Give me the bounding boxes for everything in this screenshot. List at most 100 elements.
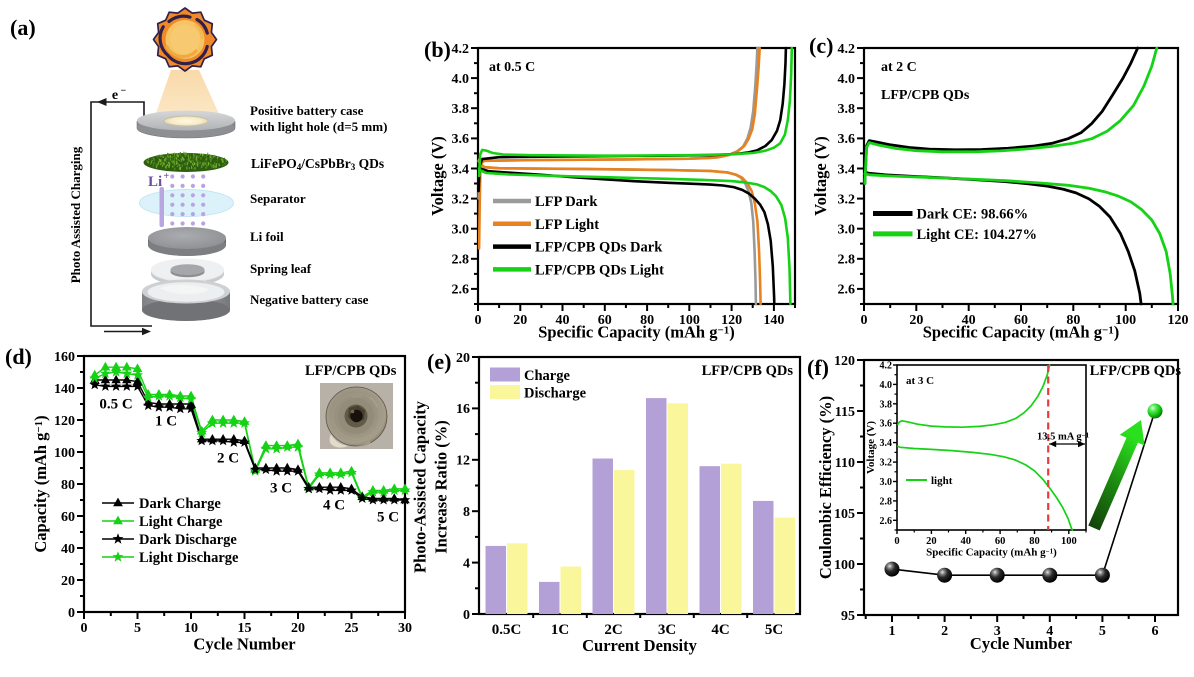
svg-text:0.5C: 0.5C <box>492 622 522 638</box>
svg-text:LFP/CPB QDs Dark: LFP/CPB QDs Dark <box>535 240 663 256</box>
svg-text:3.6: 3.6 <box>838 132 856 147</box>
svg-text:LFP/CPB QDs Light: LFP/CPB QDs Light <box>535 262 664 278</box>
svg-text:3.6: 3.6 <box>452 132 470 147</box>
svg-text:Increase Ratio (%): Increase Ratio (%) <box>432 420 451 554</box>
svg-text:5: 5 <box>1099 624 1106 639</box>
svg-text:105: 105 <box>834 507 855 522</box>
svg-text:40: 40 <box>960 536 971 547</box>
svg-text:Negative battery case: Negative battery case <box>250 292 369 307</box>
svg-text:140: 140 <box>763 313 784 328</box>
svg-text:LFP/CPB QDs: LFP/CPB QDs <box>1090 363 1182 379</box>
svg-text:light: light <box>931 475 953 487</box>
svg-text:Photo Assisted Charging: Photo Assisted Charging <box>68 146 83 283</box>
svg-text:100: 100 <box>834 558 855 573</box>
svg-text:(f): (f) <box>807 355 829 380</box>
svg-text:Positive battery case: Positive battery case <box>250 103 364 118</box>
svg-text:Light Discharge: Light Discharge <box>139 550 239 566</box>
svg-text:LFP Light: LFP Light <box>535 217 599 233</box>
svg-text:LFP/CPB QDs: LFP/CPB QDs <box>881 88 970 103</box>
svg-text:5 C: 5 C <box>377 510 399 526</box>
svg-text:5: 5 <box>134 621 141 636</box>
svg-text:Voltage (V): Voltage (V) <box>811 136 830 216</box>
svg-text:Specific Capacity (mAh g−1): Specific Capacity (mAh g−1) <box>538 323 734 342</box>
svg-text:60: 60 <box>995 536 1006 547</box>
svg-text:Li foil: Li foil <box>250 229 284 244</box>
svg-text:3.4: 3.4 <box>880 438 893 449</box>
svg-text:Cycle Number: Cycle Number <box>193 635 295 654</box>
svg-text:120: 120 <box>834 354 855 369</box>
svg-text:20: 20 <box>513 313 527 328</box>
svg-text:0: 0 <box>68 606 75 621</box>
svg-text:3.8: 3.8 <box>838 102 856 117</box>
svg-text:Dark CE: 98.66%: Dark CE: 98.66% <box>917 207 1029 223</box>
svg-text:4C: 4C <box>711 622 729 638</box>
svg-text:3.6: 3.6 <box>880 419 893 430</box>
svg-text:0: 0 <box>463 608 470 623</box>
svg-text:e: e <box>112 88 118 103</box>
svg-text:(a): (a) <box>10 15 36 40</box>
svg-text:(c): (c) <box>809 33 833 58</box>
svg-text:3.8: 3.8 <box>880 399 893 410</box>
svg-text:with light hole (d=5 mm): with light hole (d=5 mm) <box>250 119 387 134</box>
svg-text:0.5 C: 0.5 C <box>99 397 132 413</box>
svg-text:20: 20 <box>61 574 75 589</box>
svg-text:3.0: 3.0 <box>838 223 856 238</box>
svg-text:LFP Dark: LFP Dark <box>535 194 598 210</box>
svg-text:2.8: 2.8 <box>880 496 893 507</box>
svg-text:20: 20 <box>926 536 937 547</box>
svg-text:0: 0 <box>81 621 88 636</box>
svg-text:LFP/CPB QDs: LFP/CPB QDs <box>305 363 397 379</box>
svg-text:40: 40 <box>61 542 75 557</box>
svg-text:5C: 5C <box>765 622 783 638</box>
svg-text:at 2 C: at 2 C <box>881 60 917 75</box>
svg-text:4.0: 4.0 <box>452 72 470 87</box>
svg-text:2.6: 2.6 <box>452 283 470 298</box>
svg-text:1C: 1C <box>551 622 569 638</box>
svg-text:80: 80 <box>1029 536 1040 547</box>
svg-text:4.0: 4.0 <box>880 380 893 391</box>
svg-text:25: 25 <box>345 621 359 636</box>
svg-text:at 0.5 C: at 0.5 C <box>489 60 535 75</box>
svg-text:4.0: 4.0 <box>838 72 856 87</box>
svg-text:Specific Capacity (mAh g−1): Specific Capacity (mAh g−1) <box>926 547 1057 559</box>
svg-text:2 C: 2 C <box>217 451 239 467</box>
svg-text:Voltage (V): Voltage (V) <box>865 421 877 474</box>
svg-text:Light Charge: Light Charge <box>139 514 223 530</box>
svg-text:Li: Li <box>148 174 162 190</box>
svg-text:4 C: 4 C <box>323 498 345 514</box>
svg-text:4.2: 4.2 <box>452 42 470 57</box>
svg-text:LiFePO4/CsPbBr3 QDs: LiFePO4/CsPbBr3 QDs <box>251 156 384 172</box>
svg-text:3.2: 3.2 <box>838 192 856 207</box>
svg-text:12: 12 <box>456 454 470 469</box>
svg-text:0: 0 <box>475 313 482 328</box>
svg-text:−: − <box>121 86 127 97</box>
svg-text:3.2: 3.2 <box>452 192 470 207</box>
svg-text:+: + <box>164 171 170 182</box>
svg-text:3.4: 3.4 <box>838 162 856 177</box>
svg-text:120: 120 <box>54 414 75 429</box>
svg-text:3.0: 3.0 <box>880 477 893 488</box>
svg-text:4: 4 <box>463 556 470 571</box>
svg-text:3 C: 3 C <box>270 481 292 497</box>
svg-text:6: 6 <box>1152 624 1159 639</box>
svg-text:100: 100 <box>1061 536 1077 547</box>
svg-text:LFP/CPB QDs: LFP/CPB QDs <box>702 363 794 379</box>
svg-text:100: 100 <box>54 446 75 461</box>
svg-text:1: 1 <box>889 624 896 639</box>
svg-text:115: 115 <box>835 405 855 420</box>
svg-text:4.2: 4.2 <box>838 42 856 57</box>
svg-text:Voltage (V): Voltage (V) <box>428 136 447 216</box>
svg-text:30: 30 <box>398 621 412 636</box>
svg-text:Specific Capacity (mAh g−1): Specific Capacity (mAh g−1) <box>923 323 1119 342</box>
svg-text:Light CE: 104.27%: Light CE: 104.27% <box>917 227 1037 243</box>
svg-text:2.6: 2.6 <box>880 516 893 527</box>
svg-text:160: 160 <box>54 350 75 365</box>
svg-text:Charge: Charge <box>524 368 570 384</box>
svg-text:80: 80 <box>61 478 75 493</box>
svg-text:Current Density: Current Density <box>582 636 697 655</box>
svg-text:Cycle Number: Cycle Number <box>970 634 1072 653</box>
svg-text:0: 0 <box>861 313 868 328</box>
svg-text:Coulombic Efficiency (%): Coulombic Efficiency (%) <box>816 396 835 579</box>
svg-text:140: 140 <box>54 382 75 397</box>
svg-text:(d): (d) <box>5 344 32 369</box>
